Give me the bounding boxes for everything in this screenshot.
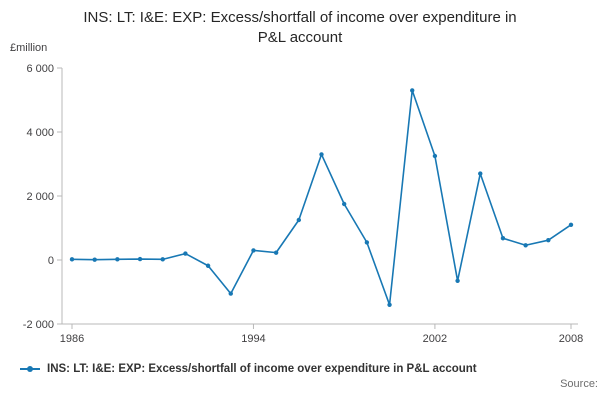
legend-series-dot-icon [27, 366, 33, 372]
legend: INS: LT: I&E: EXP: Excess/shortfall of i… [20, 363, 477, 375]
legend-label: INS: LT: I&E: EXP: Excess/shortfall of i… [47, 363, 477, 375]
y-axis-tick-label: 4 000 [26, 127, 54, 139]
data-point-marker [546, 237, 551, 243]
data-point-marker [500, 236, 506, 241]
series-line [71, 89, 572, 306]
y-axis-unit-label: £million [10, 42, 48, 54]
data-point-marker [296, 217, 302, 223]
data-point-marker [319, 152, 324, 157]
data-point-marker [568, 222, 574, 227]
data-point-marker [523, 243, 528, 248]
chart-title: INS: LT: I&E: EXP: Excess/shortfall of i… [83, 9, 517, 47]
x-axis-tick-label: 2002 [423, 333, 447, 345]
data-point-marker [387, 302, 392, 307]
x-axis-tick-label: 2008 [559, 333, 583, 345]
data-point-marker [160, 257, 165, 262]
data-point-marker [364, 240, 370, 245]
data-point-marker [183, 251, 188, 256]
x-axis-tick-label: 1994 [241, 333, 265, 345]
data-point-marker [69, 257, 75, 262]
data-point-marker [273, 250, 279, 255]
data-point-marker [432, 153, 438, 159]
data-point-marker [478, 171, 483, 176]
data-point-marker [92, 257, 97, 262]
data-point-marker [455, 278, 460, 283]
data-point-marker [205, 263, 211, 268]
data-point-marker [115, 257, 120, 262]
y-axis-tick-label: 6 000 [26, 63, 54, 75]
x-axis-tick-label: 1986 [60, 333, 84, 345]
data-point-marker [251, 248, 256, 253]
y-axis-tick-label: 2 000 [26, 191, 54, 203]
legend-series-marker [20, 366, 40, 372]
data-point-marker [228, 291, 233, 296]
y-axis-tick-label: -2 000 [23, 319, 54, 331]
y-axis-tick-label: 0 [48, 255, 54, 267]
data-point-marker [137, 256, 143, 262]
source-label: Source: [560, 378, 598, 390]
data-point-marker [410, 88, 415, 93]
data-point-marker [341, 201, 347, 207]
